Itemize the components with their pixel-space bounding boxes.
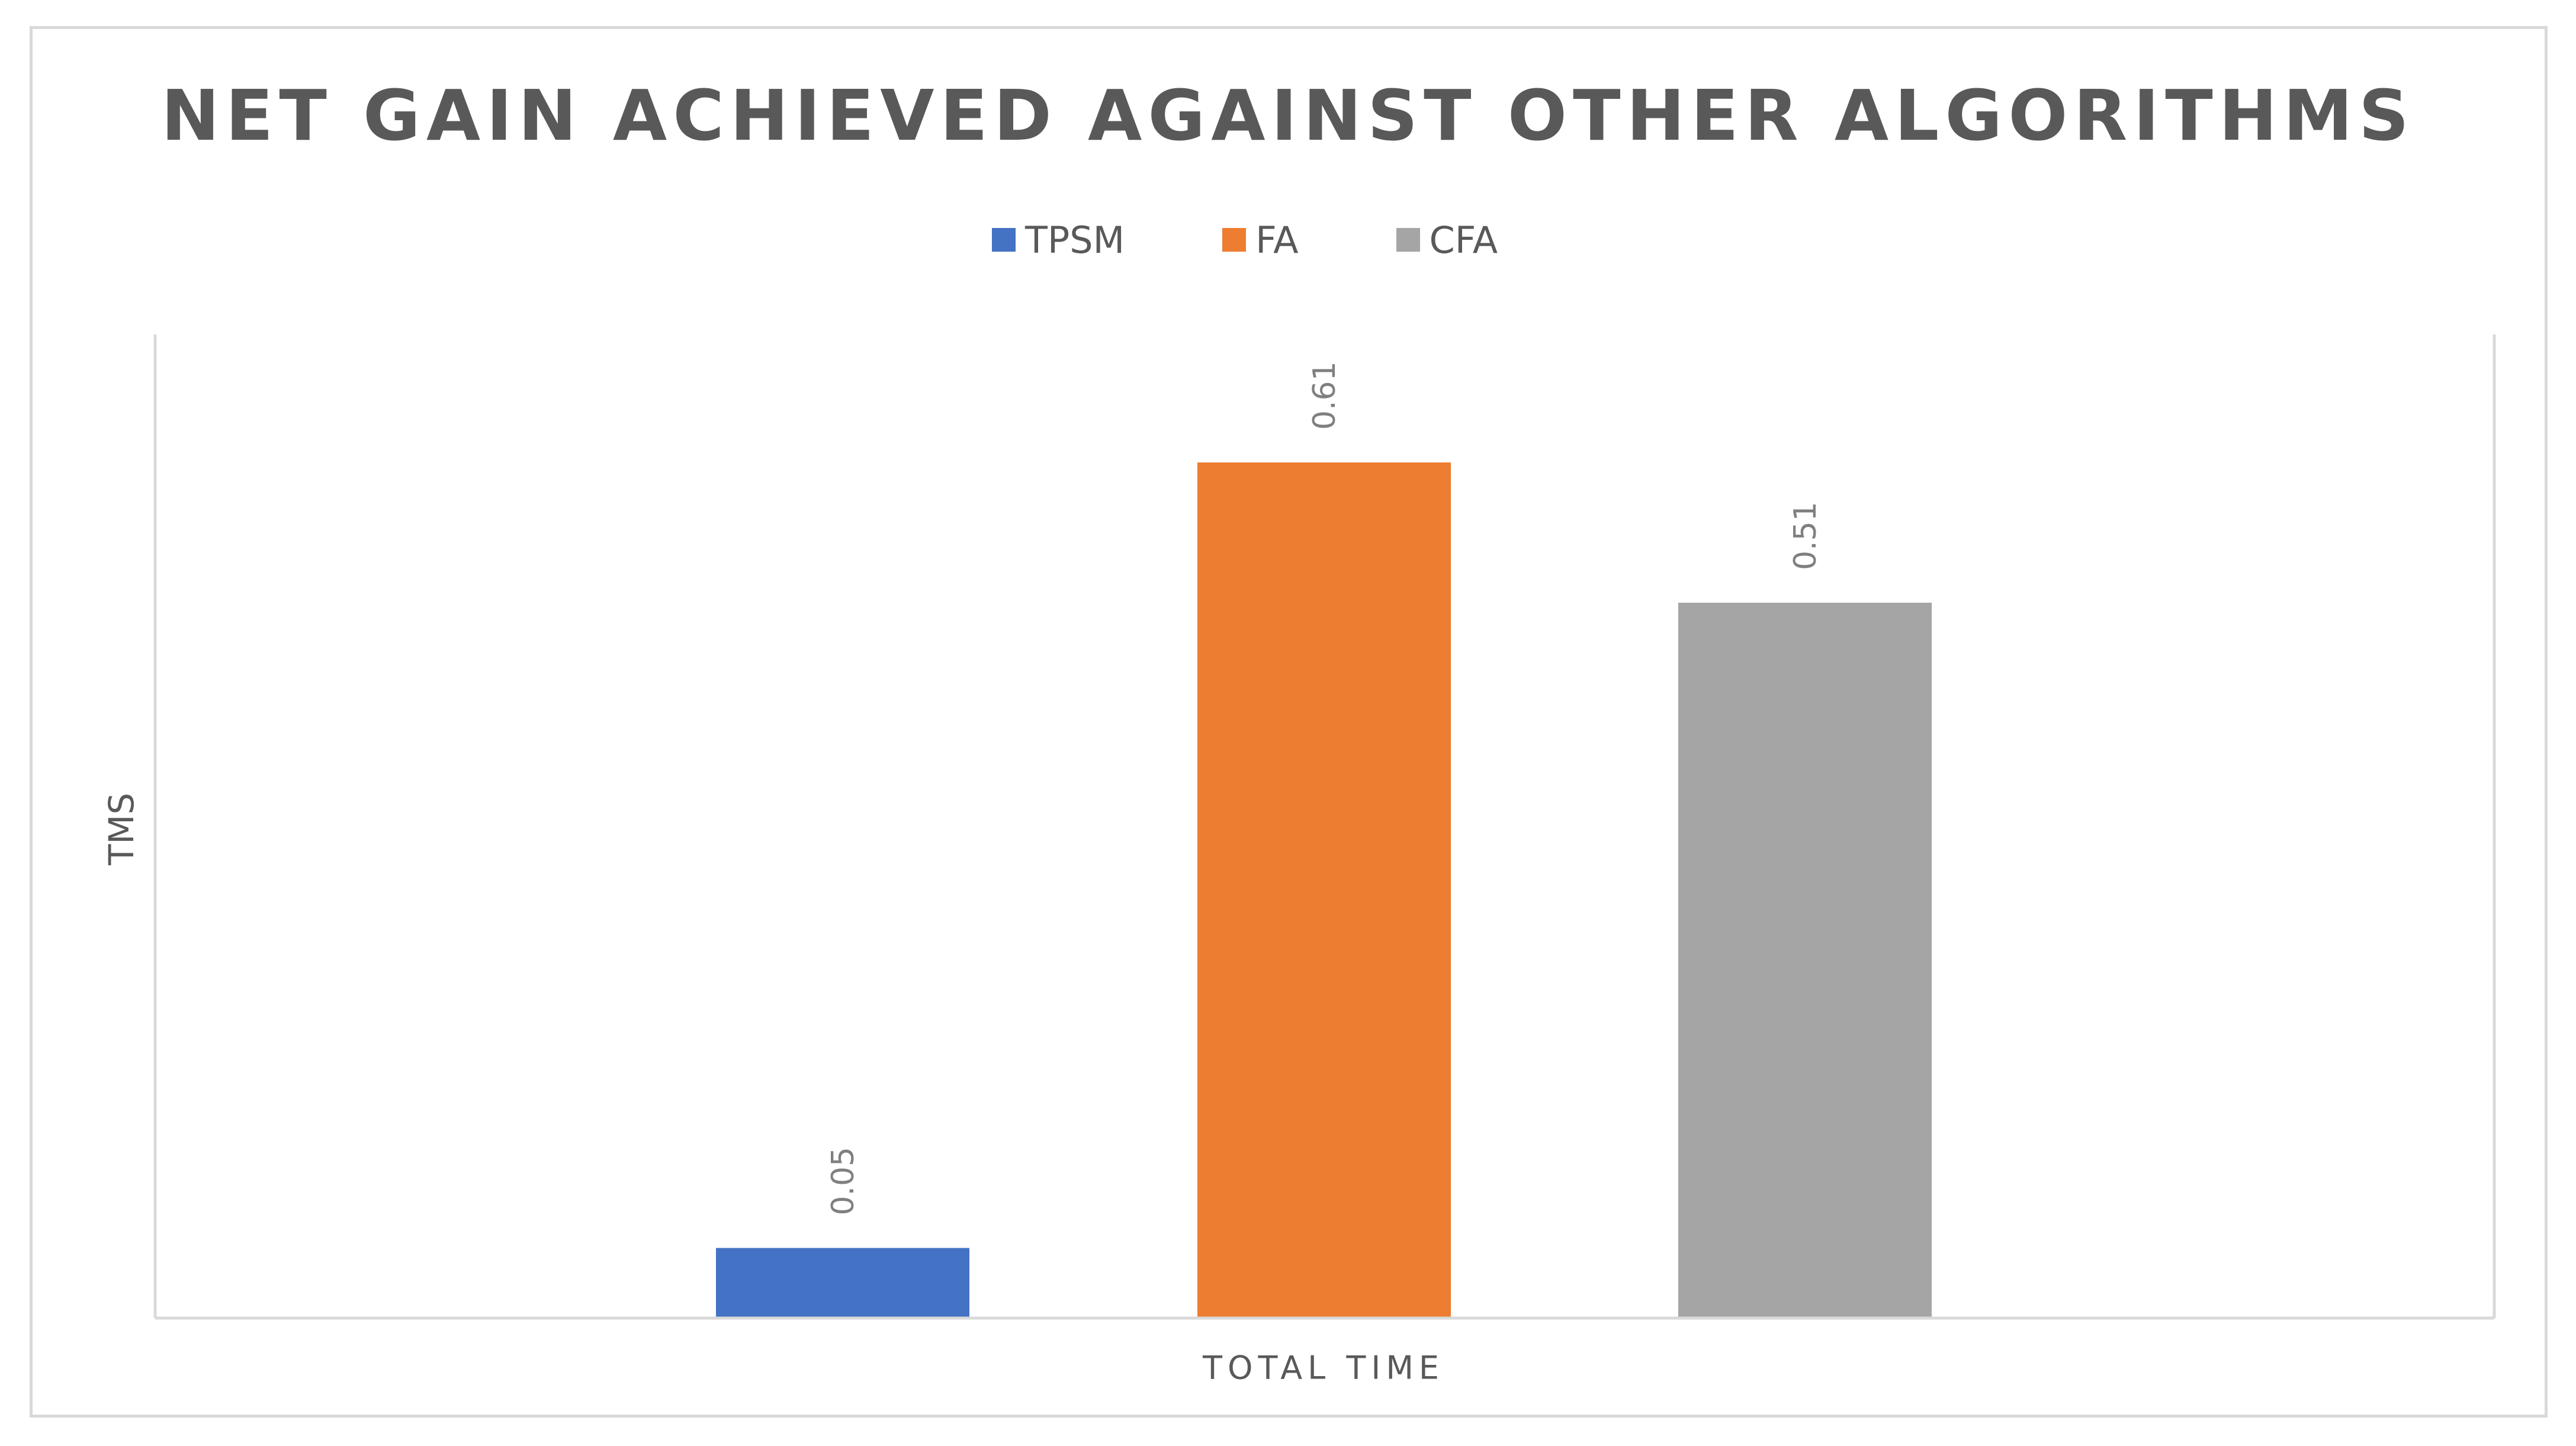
legend-item-cfa: CFA bbox=[1396, 218, 1498, 262]
legend-label-tpsm: TPSM bbox=[1025, 218, 1125, 262]
bar-fa bbox=[1197, 462, 1451, 1318]
x-axis-label: TOTAL TIME bbox=[1202, 1349, 1445, 1387]
legend-label-cfa: CFA bbox=[1429, 218, 1498, 262]
legend-item-fa: FA bbox=[1222, 218, 1299, 262]
bar-cfa bbox=[1678, 602, 1932, 1318]
data-label-cfa: 0.51 bbox=[1788, 502, 1823, 570]
bar-tpsm bbox=[716, 1248, 969, 1318]
legend-swatch-tpsm bbox=[992, 228, 1016, 252]
chart-title: NET GAIN ACHIEVED AGAINST OTHER ALGORITH… bbox=[161, 75, 2415, 156]
data-label-tpsm: 0.05 bbox=[826, 1147, 861, 1216]
legend-label-fa: FA bbox=[1255, 218, 1299, 262]
legend: TPSM FA CFA bbox=[992, 213, 1498, 266]
data-label-fa: 0.61 bbox=[1307, 361, 1342, 430]
legend-swatch-cfa bbox=[1396, 228, 1420, 252]
legend-swatch-fa bbox=[1222, 228, 1247, 252]
legend-item-tpsm: TPSM bbox=[992, 218, 1125, 262]
